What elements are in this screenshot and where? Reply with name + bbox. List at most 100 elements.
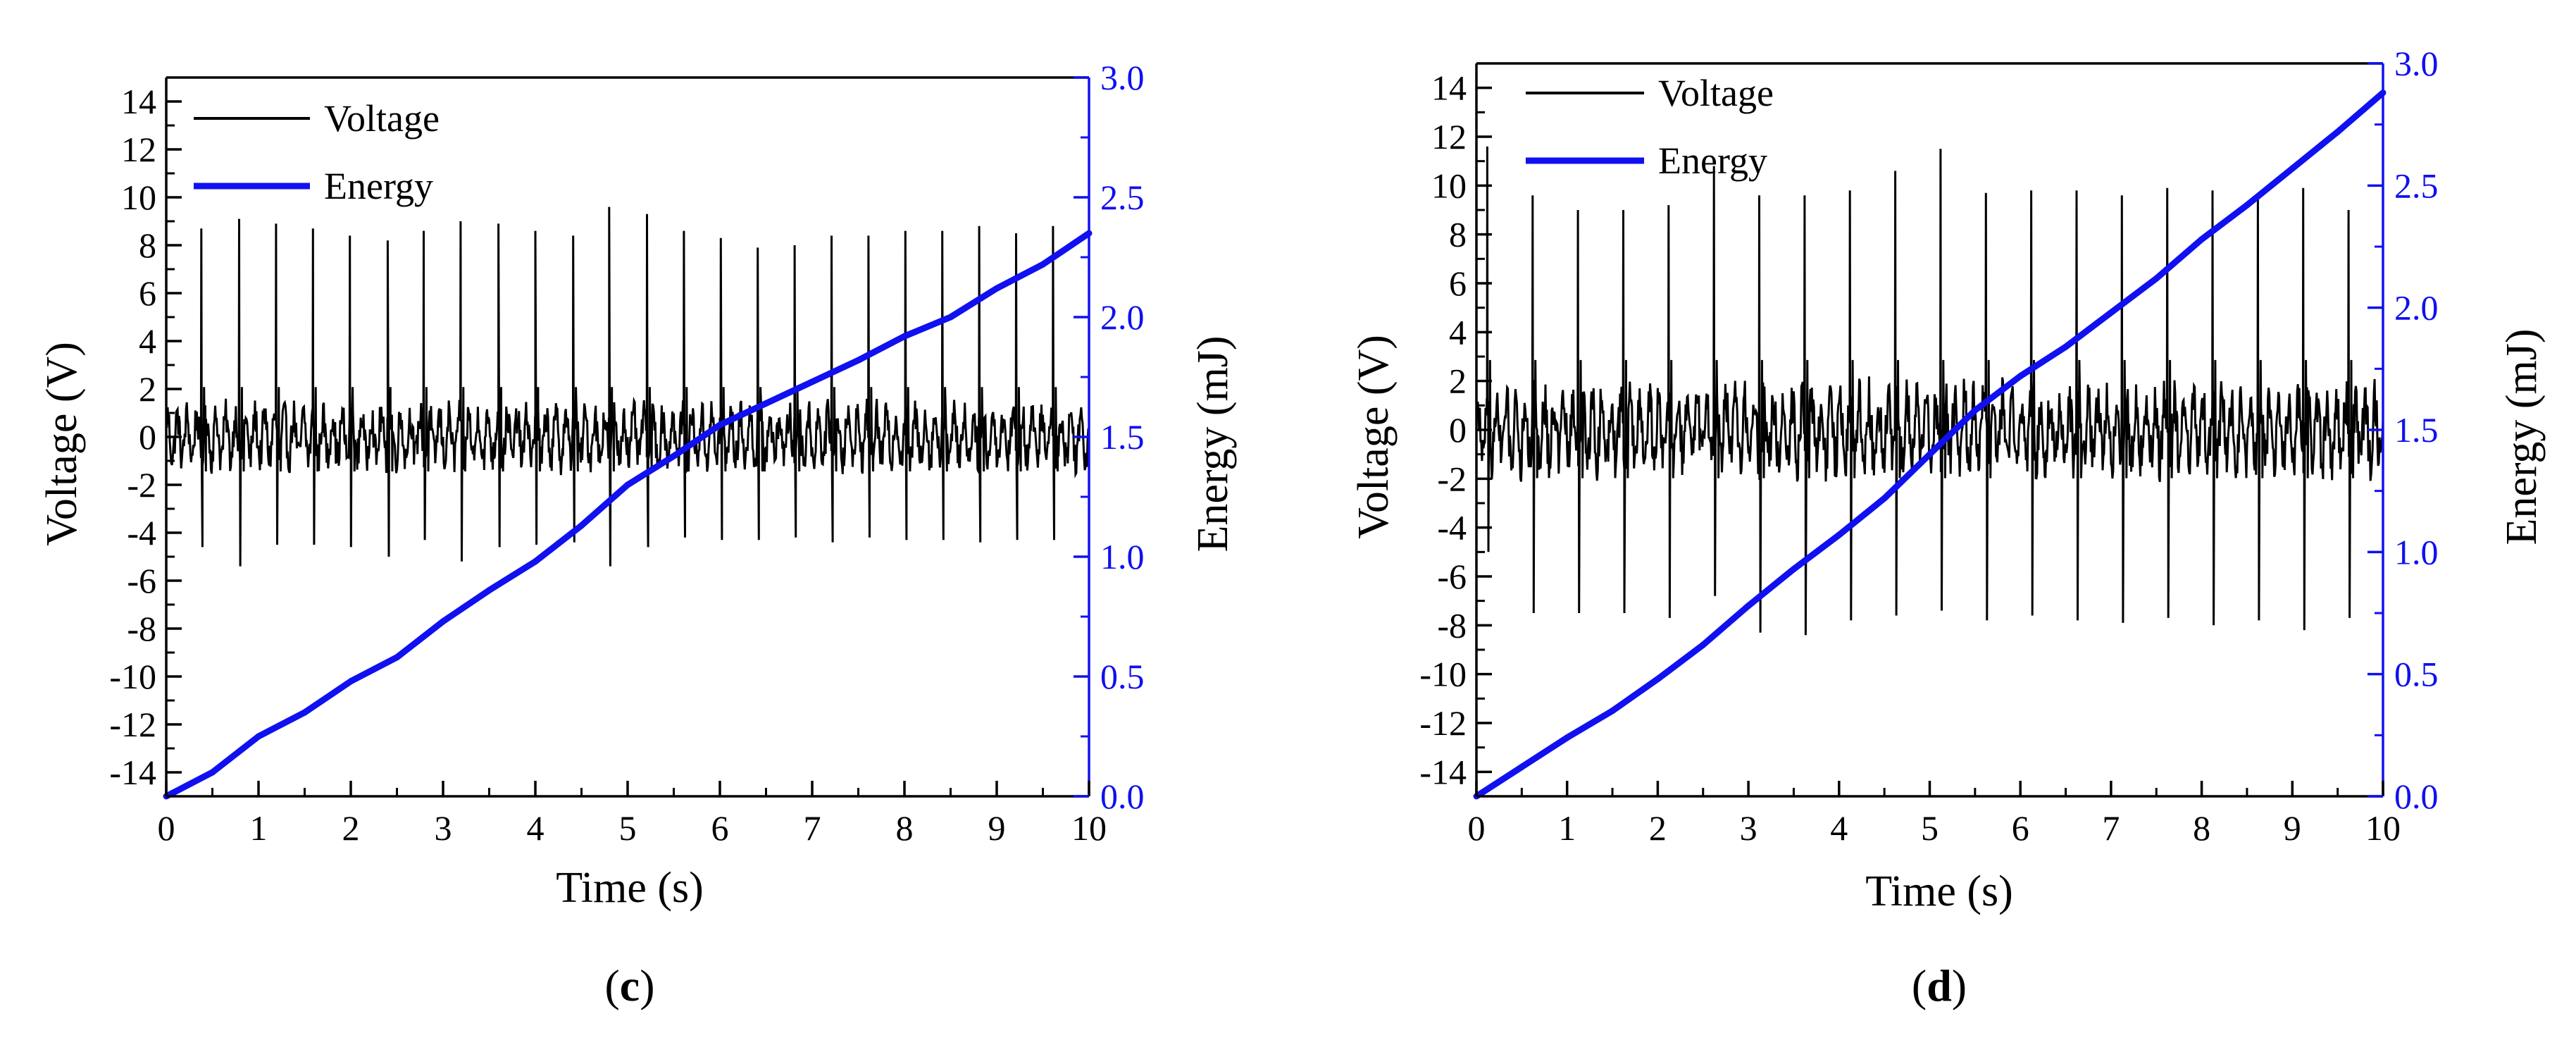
energy-point-c <box>809 378 816 385</box>
energy-point-c <box>947 314 954 321</box>
y-tick-label-c: -10 <box>109 657 156 696</box>
y-tick-label-d: 0 <box>1449 410 1467 450</box>
x-tick-label-d: 3 <box>1740 808 1757 848</box>
y-tick-label-c: 0 <box>139 417 156 457</box>
x-axis-label-c: Time (s) <box>556 864 704 912</box>
y-tick-label-c: -12 <box>109 705 156 744</box>
y2-tick-label-d: 1.0 <box>2394 532 2439 571</box>
x-tick-label-d: 0 <box>1468 808 1486 848</box>
energy-point-c <box>993 285 1000 292</box>
y-tick-label-d: 8 <box>1449 215 1467 254</box>
energy-point-d <box>1745 603 1752 610</box>
energy-point-d <box>1972 407 1979 414</box>
y-tick-label-d: -12 <box>1419 703 1467 743</box>
voltage-series-line-d <box>1475 146 2384 636</box>
legend-voltage-label: Voltage <box>324 97 440 140</box>
energy-point-d <box>2334 128 2341 135</box>
axes-d: 0 1 2 3 4 5 6 7 8 9 10-14-12-10-8-6-4-202468101214… <box>1419 44 2438 848</box>
x-tick-label-c: 6 <box>711 808 729 848</box>
y-tick-label-d: -4 <box>1437 508 1467 548</box>
y-tick-label-c: 12 <box>121 130 156 169</box>
y2-axis-label-d: Energy (mJ) <box>2498 328 2546 545</box>
y2-tick-label-c: 3.0 <box>1100 58 1145 97</box>
y-tick-label-c: 10 <box>121 178 156 217</box>
energy-point-d <box>1881 495 1888 502</box>
svg-text:(c): (c) <box>604 960 654 1011</box>
legend-energy-label: Energy <box>324 165 433 207</box>
energy-point-d <box>1700 641 1707 648</box>
energy-point-c <box>394 654 400 661</box>
y-tick-label-d: -6 <box>1437 557 1467 596</box>
x-tick-label-d: 5 <box>1921 808 1939 848</box>
axes-c: 0 1 2 3 4 5 6 7 8 9 10-14-12-10-8-6-4-202468101214… <box>109 58 1144 848</box>
panel-caption-c: (c) <box>604 960 654 1011</box>
x-tick-label-d: 1 <box>1558 808 1576 848</box>
energy-point-d <box>1790 566 1797 573</box>
x-tick-label-d: 9 <box>2284 808 2301 848</box>
panel-c: 0 1 2 3 4 5 6 7 8 9 10-14-12-10-8-6-4-202468101214… <box>38 58 1237 1011</box>
energy-point-d <box>2062 343 2070 350</box>
energy-point-c <box>301 709 308 716</box>
y2-tick-label-d: 0.5 <box>2394 655 2439 694</box>
x-tick-label-c: 0 <box>158 808 175 848</box>
energy-point-d <box>1518 763 1525 770</box>
plot-area-c <box>163 206 1093 800</box>
x-tick-label-d: 10 <box>2365 808 2401 848</box>
y-axis-label-c: Voltage (V) <box>38 342 86 546</box>
energy-point-c <box>763 400 769 407</box>
energy-point-c <box>486 587 492 594</box>
x-tick-label-d: 7 <box>2102 808 2120 848</box>
energy-point-c <box>624 481 631 488</box>
x-tick-label-c: 3 <box>435 808 452 848</box>
y-tick-label-c: 6 <box>139 273 156 313</box>
y2-tick-label-d: 0.0 <box>2394 777 2439 816</box>
x-tick-label-c: 5 <box>619 808 637 848</box>
legend-c: Voltage Energy <box>194 97 440 207</box>
voltage-series-line-c <box>165 206 1090 567</box>
x-tick-label-c: 7 <box>804 808 821 848</box>
y-tick-label-d: 4 <box>1449 312 1467 352</box>
y-tick-label-c: -8 <box>127 609 156 648</box>
y2-tick-label-c: 0.5 <box>1100 657 1145 696</box>
panel-caption-letter-c: c <box>620 960 640 1011</box>
y2-tick-label-c: 1.5 <box>1100 417 1145 457</box>
y2-tick-label-d: 2.5 <box>2394 166 2439 205</box>
y-tick-label-c: 8 <box>139 225 156 265</box>
energy-point-d <box>2017 373 2024 380</box>
plot-area-d <box>1473 89 2387 800</box>
x-tick-label-d: 6 <box>2012 808 2029 848</box>
energy-point-d <box>1836 531 1843 538</box>
energy-point-d <box>1609 708 1616 715</box>
y-tick-label-d: -10 <box>1419 655 1467 694</box>
energy-point-d <box>1927 451 1933 458</box>
y-tick-label-d: 2 <box>1449 362 1467 401</box>
y-tick-label-d: 14 <box>1431 68 1467 108</box>
y-tick-label-c: -2 <box>127 465 156 505</box>
y2-tick-label-d: 1.5 <box>2394 410 2439 450</box>
panel-caption-d: (d) <box>1912 960 1967 1011</box>
x-tick-label-c: 4 <box>527 808 545 848</box>
y-tick-label-d: -14 <box>1419 752 1467 791</box>
energy-point-c <box>209 769 216 776</box>
legend-energy-label: Energy <box>1658 140 1767 182</box>
y2-tick-label-c: 2.5 <box>1100 178 1145 217</box>
energy-point-c <box>1040 261 1046 268</box>
y2-tick-label-d: 2.0 <box>2394 288 2439 328</box>
x-tick-label-d: 8 <box>2193 808 2210 848</box>
energy-point-c <box>255 733 262 740</box>
energy-point-d <box>1564 734 1571 741</box>
y-tick-label-c: 14 <box>121 82 156 121</box>
y-tick-label-d: -2 <box>1437 459 1467 498</box>
panel-caption-letter-d: d <box>1927 960 1952 1011</box>
energy-point-d <box>2198 236 2205 243</box>
energy-point-d <box>1654 676 1661 683</box>
y-tick-label-d: 10 <box>1431 166 1467 205</box>
energy-point-d <box>2153 275 2160 282</box>
x-tick-label-d: 4 <box>1830 808 1848 848</box>
y2-tick-label-c: 1.0 <box>1100 537 1145 576</box>
x-tick-label-c: 9 <box>988 808 1006 848</box>
energy-point-d <box>2289 165 2296 172</box>
y-tick-label-c: 2 <box>139 369 156 409</box>
